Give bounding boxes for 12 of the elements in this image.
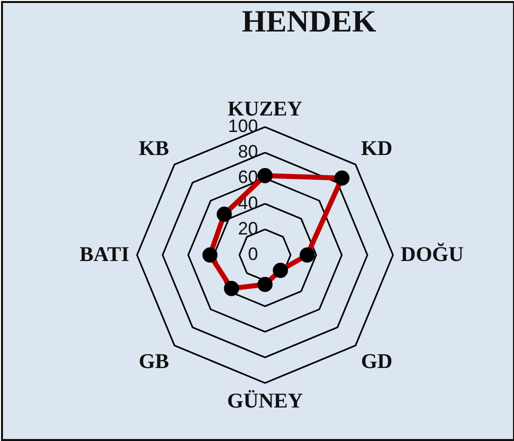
spoke-label: KB: [138, 136, 170, 160]
spoke-label: BATI: [80, 242, 130, 266]
spoke-label: GÜNEY: [227, 388, 303, 413]
y-tick-label: 80: [238, 142, 258, 162]
chart-title: HENDEK: [242, 3, 376, 38]
y-tick-label: 20: [238, 218, 258, 238]
spoke-label: GB: [138, 348, 170, 373]
spoke-label: GD: [360, 348, 392, 373]
spoke-label: DOĞU: [400, 242, 464, 266]
y-tick-label: 60: [238, 167, 258, 188]
spoke-label: KD: [360, 136, 392, 160]
y-tick-label: 0: [248, 244, 258, 264]
